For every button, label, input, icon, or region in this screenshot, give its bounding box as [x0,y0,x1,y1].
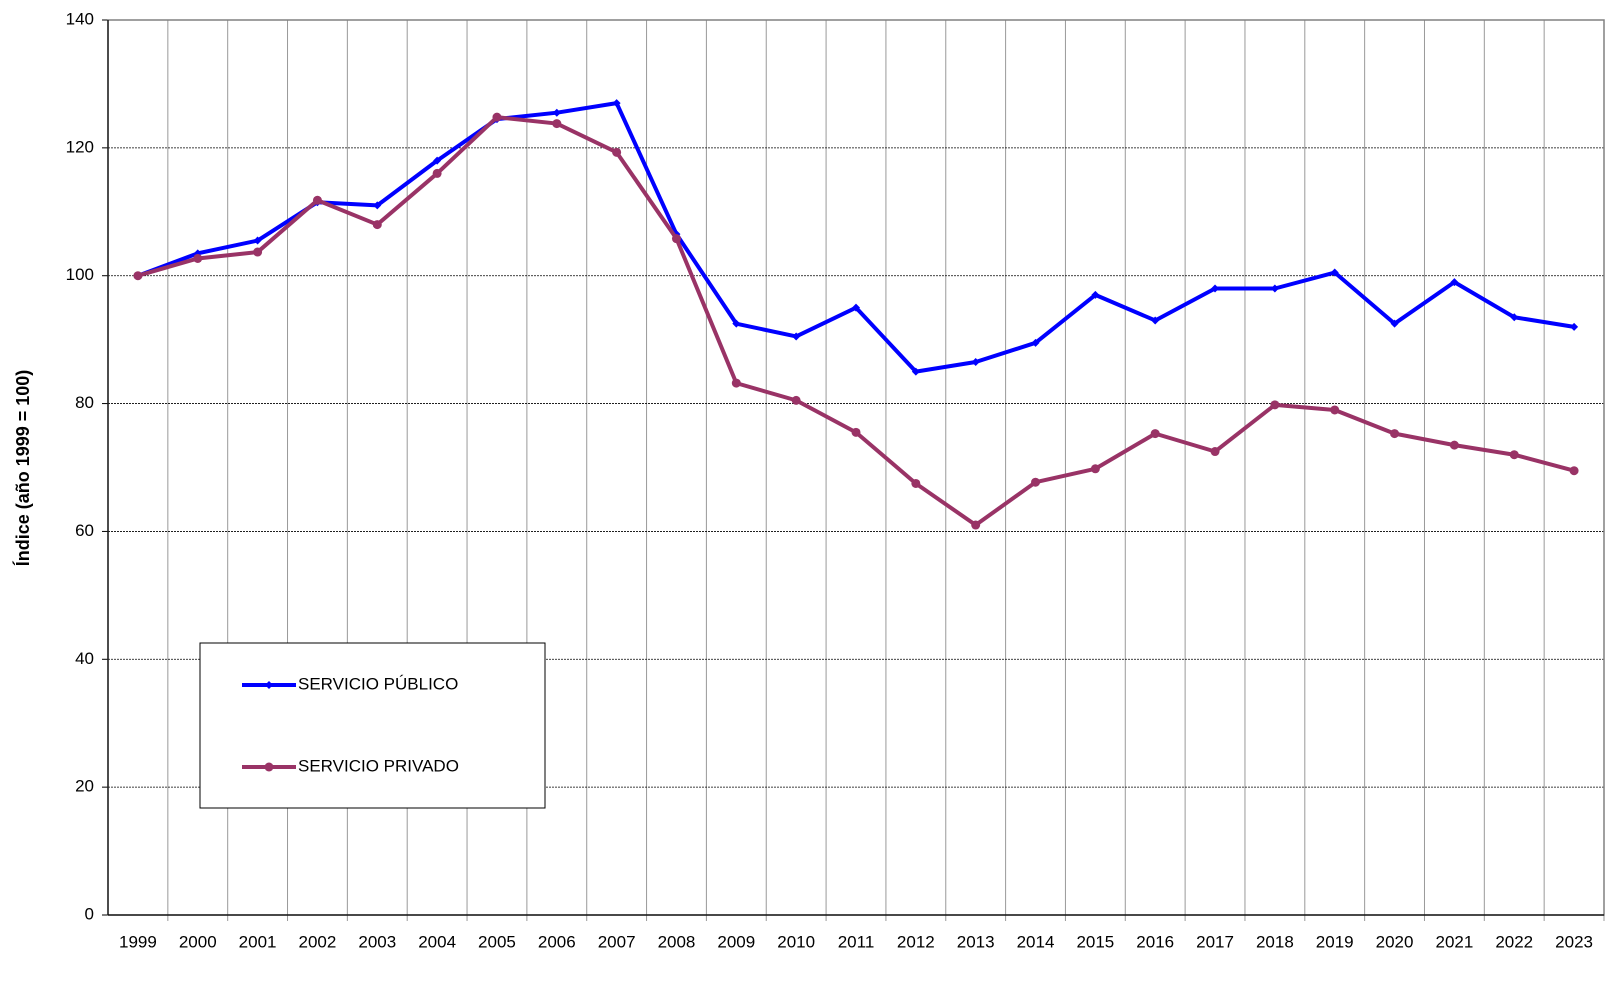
legend-marker [265,681,273,689]
x-tick-label: 2003 [358,932,396,951]
data-point [432,168,442,178]
data-point [1509,450,1519,460]
x-tick-label: 1999 [119,932,157,951]
data-point [133,271,143,281]
data-point [1031,338,1040,347]
x-tick-label: 2000 [179,932,217,951]
legend-label: SERVICIO PRIVADO [298,756,459,775]
data-point [253,247,263,257]
y-tick-label: 40 [75,649,94,668]
x-tick-label: 2008 [658,932,696,951]
x-tick-label: 2009 [717,932,755,951]
y-tick-label: 120 [66,137,94,156]
x-tick-label: 2022 [1495,932,1533,951]
x-tick-label: 2011 [838,932,875,951]
data-point [552,108,561,117]
data-point [852,303,860,312]
data-point [372,220,382,230]
x-tick-label: 2002 [299,932,337,951]
data-point [193,249,202,258]
data-point [312,195,322,205]
data-point [492,112,502,122]
x-tick-label: 2015 [1076,932,1114,951]
data-point [791,395,801,405]
x-tick-label: 2013 [957,932,995,951]
x-tick-label: 2019 [1316,932,1354,951]
series-line [137,115,1575,528]
y-tick-label: 80 [75,393,94,412]
data-point [1210,447,1220,457]
data-point [792,332,801,341]
data-point [1510,313,1519,322]
data-point [1091,290,1100,299]
x-tick-label: 2020 [1376,932,1414,951]
data-point [731,378,741,388]
y-tick-label: 20 [75,777,94,796]
legend-marker [264,762,274,772]
x-tick-label: 2021 [1435,932,1473,951]
data-point [1390,319,1399,328]
data-point [1151,316,1160,325]
x-tick-label: 2014 [1017,932,1055,951]
data-point [911,478,921,488]
legend-box [199,642,546,809]
data-point [1330,405,1340,415]
data-point [732,319,741,328]
series-line [137,101,1575,374]
data-point [1270,400,1280,410]
x-tick-label: 2004 [418,932,456,951]
x-tick-label: 2005 [478,932,516,951]
y-axis-title: Índice (año 1999 = 100) [12,370,33,567]
data-point [1211,284,1220,293]
x-tick-label: 2006 [538,932,576,951]
data-point [1569,466,1579,476]
data-point [1150,429,1160,439]
data-point [911,367,920,376]
x-tick-label: 2017 [1196,932,1234,951]
data-point [433,156,442,165]
x-tick-label: 2016 [1136,932,1174,951]
legend-label: SERVICIO PÚBLICO [298,674,458,693]
y-tick-label: 140 [66,9,94,28]
x-tick-label: 2001 [239,932,277,951]
data-point [1450,278,1459,287]
data-point [1570,322,1579,331]
x-tick-label: 2018 [1256,932,1294,951]
data-point [671,234,681,244]
x-tick-label: 2012 [897,932,935,951]
data-point [193,253,203,263]
data-point [253,236,262,245]
data-point [612,147,622,157]
data-point [971,358,980,367]
data-point [1090,464,1100,474]
data-point [612,99,621,108]
x-tick-label: 2023 [1555,932,1593,951]
data-point [971,520,981,530]
y-tick-label: 0 [85,904,94,923]
data-point [1449,440,1459,450]
data-point [552,119,562,129]
x-tick-label: 2007 [598,932,636,951]
data-point [1330,268,1339,277]
data-point [1031,477,1041,487]
data-point [1390,429,1400,439]
data-point [1270,284,1279,293]
data-point [851,427,861,437]
data-point [373,201,382,210]
x-tick-label: 2010 [777,932,815,951]
y-tick-label: 100 [66,265,94,284]
y-tick-label: 60 [75,521,94,540]
